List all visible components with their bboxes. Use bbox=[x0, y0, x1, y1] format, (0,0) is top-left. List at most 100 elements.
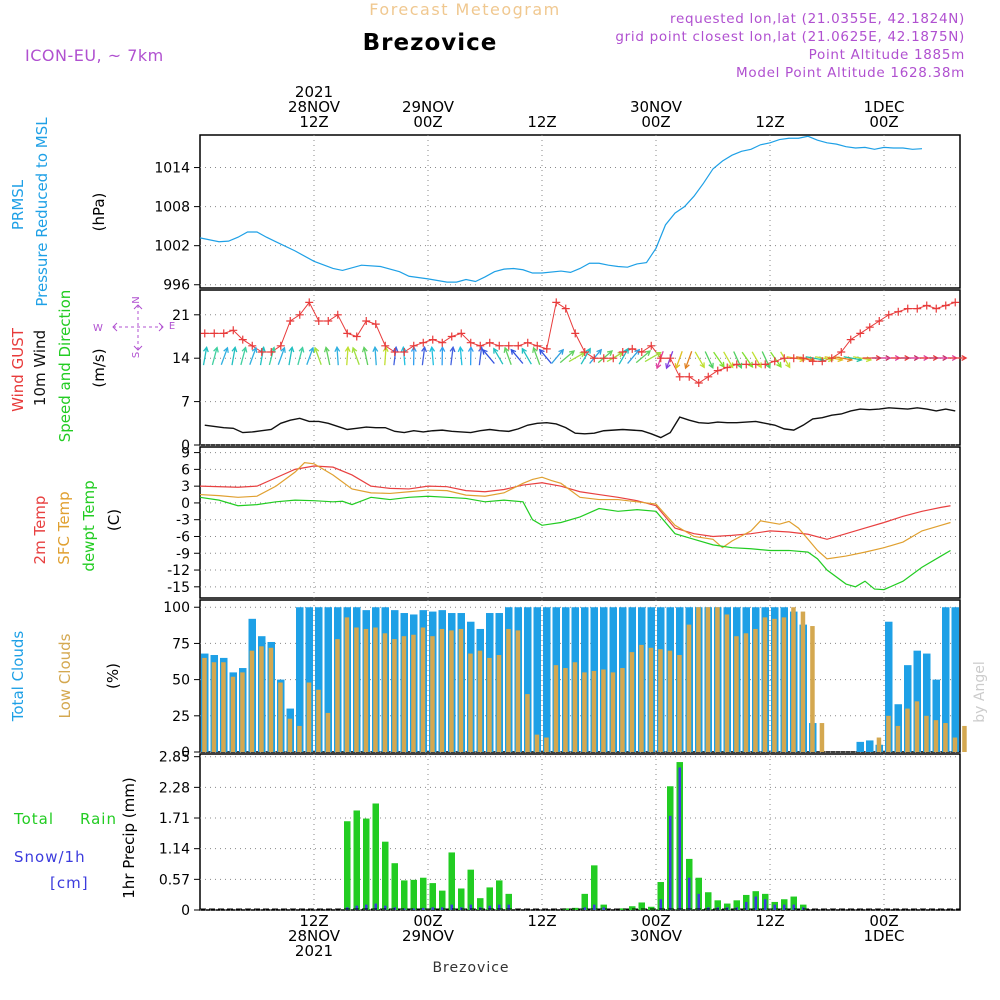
wind-arrowhead bbox=[655, 363, 662, 370]
bottom-tick-label: 1DEC bbox=[863, 927, 904, 945]
watermark: by Angel bbox=[972, 661, 988, 722]
footer-location: Brezovice bbox=[432, 960, 509, 976]
rain-bar bbox=[800, 904, 807, 910]
rain-bar bbox=[619, 908, 626, 910]
pressure-label-prmsl: PRMSL bbox=[9, 179, 27, 230]
snow-bar bbox=[764, 899, 767, 910]
wind-arrowhead bbox=[429, 345, 436, 353]
y-tick-label: 3 bbox=[181, 479, 190, 495]
wind-arrowhead bbox=[521, 347, 527, 354]
y-tick-labels: 9961002100810140714219630-3-6-9-12-15025… bbox=[154, 161, 190, 919]
gust-marker bbox=[210, 329, 219, 338]
low-cloud-bar bbox=[202, 657, 207, 752]
rain-bar bbox=[448, 852, 455, 910]
bottom-tick-label: 00Z bbox=[869, 912, 898, 930]
wind-arrow bbox=[277, 347, 286, 365]
gust-marker bbox=[561, 304, 570, 313]
wind-arrow bbox=[220, 347, 229, 365]
compass-s: S bbox=[131, 352, 142, 358]
y-tick-label: 50 bbox=[172, 673, 190, 689]
wind-arrowhead bbox=[313, 346, 320, 353]
gust-marker bbox=[343, 329, 352, 338]
rain-bar bbox=[638, 902, 645, 910]
snow-bar bbox=[403, 908, 406, 910]
gust-marker bbox=[903, 304, 912, 313]
low-cloud-bar bbox=[762, 617, 768, 752]
wind-arrow bbox=[644, 352, 661, 363]
gust-marker bbox=[685, 372, 694, 381]
snow-bar bbox=[754, 896, 757, 910]
wind-arrowhead bbox=[308, 346, 315, 353]
y-tick-label: 14 bbox=[172, 351, 190, 367]
temp-label-2m: 2m Temp bbox=[31, 496, 49, 565]
snow-bar bbox=[365, 904, 368, 910]
total-cloud-bar bbox=[296, 607, 304, 752]
gust-marker bbox=[257, 348, 266, 356]
low-cloud-bar bbox=[553, 665, 559, 752]
low-cloud-bar bbox=[952, 737, 958, 752]
gust-marker bbox=[229, 326, 238, 335]
compass-cross bbox=[113, 305, 163, 350]
compass-n: N bbox=[131, 296, 142, 303]
wind-arrowhead bbox=[351, 346, 358, 353]
rain-bar bbox=[353, 810, 360, 910]
wind-arrowhead bbox=[756, 362, 762, 369]
pressure-label-unit: (hPa) bbox=[90, 193, 108, 232]
wind-arrow bbox=[421, 347, 426, 366]
gust-marker bbox=[875, 317, 884, 325]
wind-arrowhead bbox=[708, 362, 714, 370]
wind-arrowhead bbox=[719, 361, 725, 368]
low-cloud-bar bbox=[240, 672, 245, 752]
low-cloud-bar bbox=[677, 655, 682, 752]
compass-e: E bbox=[169, 321, 175, 332]
wind-arrowhead bbox=[655, 351, 662, 358]
wind-label-10m: 10m Wind bbox=[31, 330, 49, 406]
y-tick-label: 1014 bbox=[154, 161, 190, 177]
low-cloud-bar bbox=[658, 649, 663, 752]
snow-bar bbox=[697, 893, 700, 910]
wind-label-speed-dir: Speed and Direction bbox=[56, 290, 74, 443]
gust-marker bbox=[419, 338, 428, 347]
wind-arrowhead bbox=[481, 348, 488, 355]
low-cloud-bar bbox=[791, 607, 796, 752]
rain-bar bbox=[429, 883, 436, 910]
series-line bbox=[204, 407, 956, 439]
low-cloud-bar bbox=[268, 647, 274, 752]
wind-arrowhead bbox=[558, 348, 565, 355]
wind-arrow bbox=[504, 347, 512, 365]
low-cloud-bar bbox=[667, 650, 673, 752]
total-cloud-bar bbox=[942, 607, 950, 752]
low-cloud-bar bbox=[544, 737, 549, 752]
bottom-tick-label: 12Z bbox=[527, 912, 556, 930]
compass-w: W bbox=[93, 323, 103, 334]
wind-arrowhead bbox=[372, 345, 379, 353]
low-cloud-bar bbox=[715, 607, 720, 752]
wind-arrow bbox=[510, 349, 524, 364]
low-cloud-bar bbox=[629, 652, 635, 752]
cloud-bars bbox=[201, 607, 967, 752]
wind-arrow bbox=[306, 347, 314, 365]
gust-marker bbox=[694, 379, 703, 387]
rain-bar bbox=[714, 900, 721, 910]
low-cloud-bar bbox=[686, 624, 692, 752]
gust-marker bbox=[476, 341, 485, 350]
wind-arrowhead bbox=[467, 345, 474, 352]
rain-bar bbox=[572, 907, 579, 910]
info-line-2: Point Altitude 1885m bbox=[809, 47, 965, 63]
wind-arrow bbox=[815, 356, 833, 361]
clouds-label-total: Total Clouds bbox=[9, 631, 27, 723]
y-tick-label: 0.57 bbox=[159, 872, 190, 888]
wind-arrowhead bbox=[776, 361, 782, 368]
wind-arrow bbox=[297, 347, 304, 366]
gust-marker bbox=[409, 341, 418, 350]
wind-arrow bbox=[853, 356, 871, 361]
gust-marker bbox=[637, 348, 646, 356]
rain-bar bbox=[467, 869, 474, 910]
gust-marker bbox=[324, 317, 333, 325]
precip-label-rain: Rain bbox=[80, 810, 117, 828]
gust-marker bbox=[647, 341, 656, 350]
low-cloud-bar bbox=[335, 639, 340, 752]
y-tick-label: 0 bbox=[181, 496, 190, 512]
low-cloud-bar bbox=[468, 653, 473, 752]
wind-compass: N W E S bbox=[93, 296, 175, 358]
